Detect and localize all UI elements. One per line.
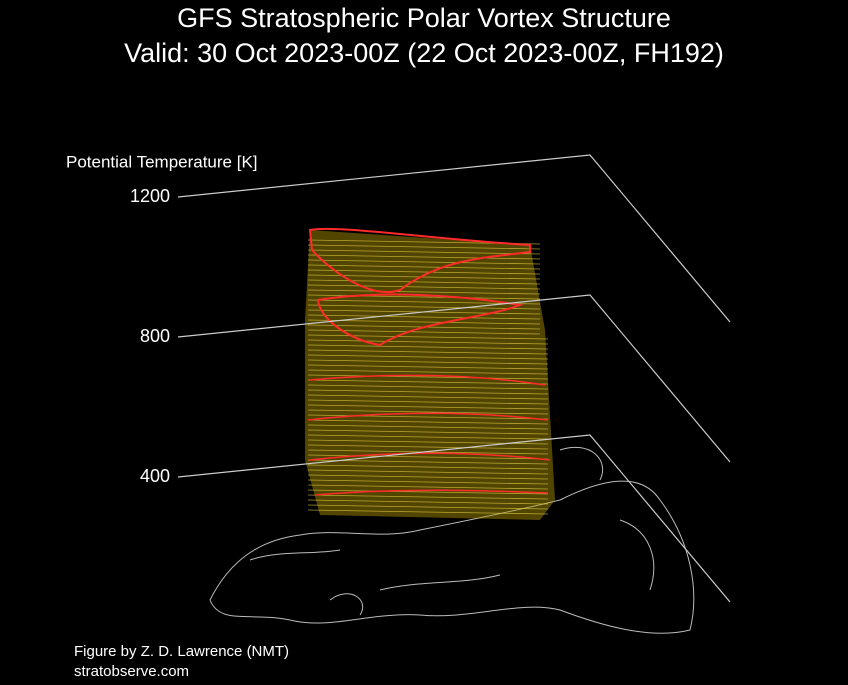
vortex-contour [307,244,541,250]
vortex-contour [307,269,541,275]
vortex-contour [307,424,549,430]
credit: Figure by Z. D. Lawrence (NMT) [74,643,289,660]
vortex-contour [307,329,541,335]
vortex-contour [307,274,541,280]
vortex-contour [307,319,541,325]
vortex-contour [307,434,549,440]
vortex-contour [307,379,549,385]
vortex-contour [307,389,549,395]
vortex-contour [307,509,549,515]
coastlines [209,446,695,634]
vortex-contour [307,354,549,360]
chart-subtitle: Valid: 30 Oct 2023-00Z (22 Oct 2023-00Z,… [124,38,724,68]
vortex-contour [307,339,549,345]
vortex-contour [307,444,549,450]
vortex-contour [307,279,541,285]
vortex-contour [307,259,541,265]
credit: stratobserve.com [74,663,189,680]
vortex-contour [307,484,549,490]
vortex-contour [307,344,549,350]
y-tick-label: 800 [140,326,170,346]
y-tick-label: 400 [140,466,170,486]
grid-line [177,294,731,463]
vortex-contour [307,504,549,510]
vortex-contour [307,264,541,270]
vortex-contour [307,459,549,465]
vortex-contour [307,419,549,425]
vortex-contour [307,314,541,320]
vortex-contour [307,369,549,375]
y-tick-label: 1200 [130,186,170,206]
vortex-contour [307,494,549,500]
y-axis-label: Potential Temperature [K] [66,152,258,171]
chart-title: GFS Stratospheric Polar Vortex Structure [177,3,671,33]
vortex-contour [307,284,541,290]
vortex-contour [307,474,549,480]
vortex-contour [307,349,549,355]
grid-line [177,434,731,603]
vortex-contour [307,254,541,260]
vortex-contour [307,499,549,505]
vortex-contour [307,479,549,485]
vortex-contour [307,334,549,340]
vortex-contour [307,359,549,365]
vortex-contour [307,429,549,435]
grid-line [177,154,731,323]
vortex-contour [307,469,549,475]
vortex-contour [307,289,541,295]
vortex-contour [307,249,541,255]
vortex [305,227,555,520]
vortex-contour [307,374,549,380]
vortex-contour [307,464,549,470]
vortex-contour [307,304,541,310]
vortex-contour [307,299,541,305]
vortex-contour [307,404,549,410]
vortex-contour [307,399,549,405]
vortex-contour [307,384,549,390]
vortex-contour [307,489,549,495]
vortex-contour [307,409,549,415]
vortex-contour [307,364,549,370]
vortex-contour [307,454,549,460]
vortex-contour [307,394,549,400]
